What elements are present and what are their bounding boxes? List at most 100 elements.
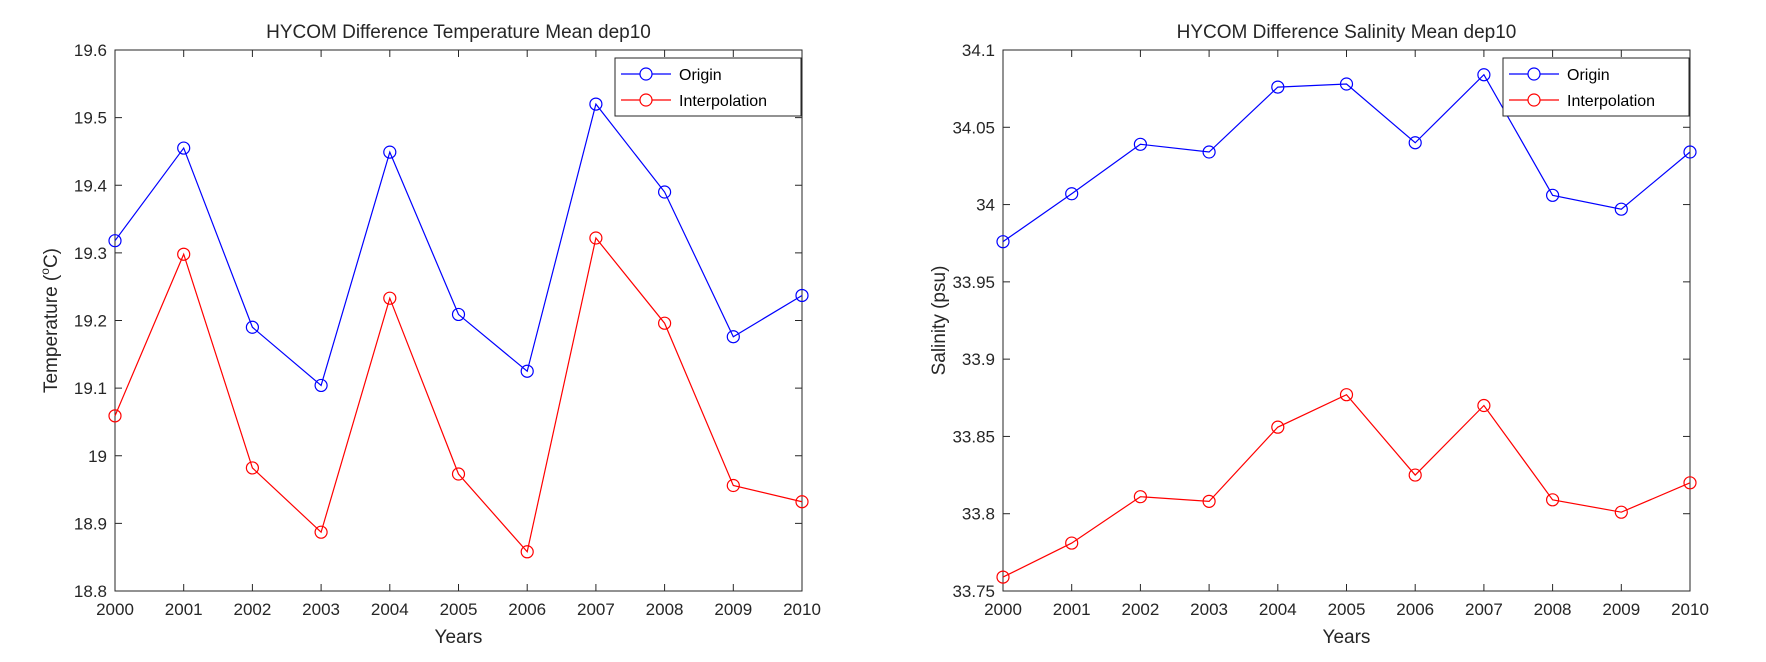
- salinity-legend-interpolation-marker: [1527, 93, 1541, 107]
- salinity-legend-interpolation-label: Interpolation: [1567, 93, 1655, 110]
- temperature-series-origin-point: [657, 185, 672, 199]
- temperature-x-tick-label: 2003: [302, 600, 340, 619]
- temperature-chart: 2000 2001 2002 2003 2004 2005 2006 2007 2008 2009…: [38, 22, 821, 648]
- temperature-y-axis-label-main: Temperature (: [41, 274, 62, 393]
- salinity-axis-ticks: 2000 2001 2002 2003 2004 2005 2006 2007 2008 2009…: [952, 41, 1708, 619]
- salinity-y-tick-label: 33.75: [952, 582, 995, 601]
- salinity-x-tick-label: 2007: [1465, 600, 1503, 619]
- salinity-series-origin-point: [1408, 136, 1422, 150]
- temperature-series-origin-point: [795, 288, 809, 303]
- temperature-series-interpolation-point: [726, 478, 740, 493]
- salinity-series-interpolation-point: [1133, 490, 1148, 504]
- salinity-x-axis-label: Years: [1323, 627, 1371, 648]
- salinity-series-origin-point: [1339, 77, 1354, 91]
- temperature-y-tick-label: 18.8: [74, 582, 107, 601]
- salinity-series-origin-point: [1545, 188, 1560, 202]
- temperature-legend: Origin Interpolation: [614, 57, 802, 117]
- salinity-x-tick-label: 2005: [1328, 600, 1366, 619]
- salinity-series-origin-point: [1477, 68, 1491, 82]
- temperature-legend-interpolation-marker: [639, 93, 653, 107]
- salinity-x-tick-label: 2002: [1121, 600, 1159, 619]
- temperature-series-interpolation-point: [657, 316, 672, 330]
- salinity-y-tick-label: 34.05: [952, 118, 995, 137]
- salinity-series-origin-line: [1002, 73, 1691, 243]
- temperature-y-axis-label-degree: o: [38, 268, 52, 275]
- temperature-series-interpolation-point: [589, 231, 603, 245]
- salinity-series-interpolation-point: [996, 570, 1010, 584]
- temperature-y-tick-label: 19.3: [74, 244, 107, 263]
- temperature-series-interpolation-point: [520, 545, 534, 559]
- temperature-y-tick-label: 18.9: [74, 514, 107, 533]
- temperature-x-tick-label: 2004: [371, 600, 409, 619]
- salinity-x-tick-label: 2003: [1190, 600, 1228, 619]
- temperature-y-axis-label: Temperature (oC): [38, 248, 62, 393]
- salinity-y-tick-label: 33.8: [962, 505, 995, 524]
- salinity-series-interpolation-line: [1002, 393, 1691, 578]
- temperature-y-tick-label: 19.2: [74, 312, 107, 331]
- salinity-series-origin-point: [996, 235, 1010, 249]
- salinity-series-interpolation-point: [1202, 494, 1216, 508]
- temperature-x-tick-label: 2002: [233, 600, 271, 619]
- salinity-legend-origin-label: Origin: [1567, 67, 1610, 84]
- salinity-series-origin-point: [1683, 145, 1697, 159]
- salinity-series-interpolation-point: [1683, 476, 1697, 490]
- salinity-x-tick-label: 2008: [1534, 600, 1572, 619]
- salinity-legend: Origin Interpolation: [1502, 57, 1690, 117]
- salinity-chart-title: HYCOM Difference Salinity Mean dep10: [1177, 22, 1517, 43]
- temperature-x-tick-label: 2007: [577, 600, 615, 619]
- temperature-x-tick-label: 2010: [783, 600, 821, 619]
- salinity-x-tick-label: 2001: [1053, 600, 1091, 619]
- temperature-series-interpolation-point: [314, 525, 328, 539]
- salinity-y-axis-label: Salinity (psu): [929, 266, 950, 376]
- temperature-series-origin-point: [383, 145, 397, 159]
- salinity-series-origin-point: [1133, 137, 1148, 151]
- salinity-series-origin-point: [1202, 145, 1216, 159]
- salinity-chart: 2000 2001 2002 2003 2004 2005 2006 2007 2008 2009…: [929, 22, 1709, 648]
- salinity-y-tick-label: 33.9: [962, 350, 995, 369]
- salinity-y-tick-label: 34.1: [962, 41, 995, 60]
- salinity-x-tick-label: 2010: [1671, 600, 1709, 619]
- temperature-y-tick-label: 19.5: [74, 109, 107, 128]
- temperature-series-interpolation-point: [245, 461, 259, 475]
- temperature-chart-title: HYCOM Difference Temperature Mean dep10: [266, 22, 651, 43]
- temperature-y-tick-label: 19.6: [74, 41, 107, 60]
- temperature-x-tick-label: 2005: [440, 600, 478, 619]
- salinity-series-interpolation-point: [1545, 493, 1560, 507]
- temperature-series-interpolation-point: [108, 409, 122, 423]
- salinity-x-tick-label: 2009: [1602, 600, 1640, 619]
- temperature-series-origin-point: [726, 330, 740, 344]
- temperature-series-origin-point: [177, 141, 191, 155]
- temperature-series-origin-point: [245, 320, 259, 334]
- temperature-legend-interpolation-label: Interpolation: [679, 93, 767, 110]
- temperature-x-tick-label: 2000: [96, 600, 134, 619]
- temperature-y-axis-label-unit: C): [41, 248, 62, 268]
- salinity-series-interpolation-point: [1408, 468, 1422, 482]
- temperature-x-tick-label: 2001: [165, 600, 203, 619]
- temperature-x-tick-label: 2008: [646, 600, 684, 619]
- temperature-axis-ticks: 2000 2001 2002 2003 2004 2005 2006 2007 2008 2009…: [74, 41, 821, 619]
- temperature-series-origin-point: [314, 378, 328, 393]
- temperature-legend-origin-label: Origin: [679, 67, 722, 84]
- salinity-x-tick-label: 2006: [1396, 600, 1434, 619]
- temperature-series-origin-line: [114, 102, 803, 387]
- salinity-y-tick-label: 34: [976, 196, 995, 215]
- salinity-series-interpolation-point: [1614, 505, 1628, 519]
- temperature-series-origin-point: [108, 234, 122, 248]
- temperature-series-interpolation-point: [383, 291, 397, 305]
- salinity-series-interpolation-point: [1065, 536, 1079, 550]
- salinity-legend-origin-marker: [1527, 67, 1541, 81]
- temperature-legend-origin-marker: [639, 67, 653, 81]
- temperature-x-axis-label: Years: [435, 627, 483, 648]
- temperature-series-origin-point: [520, 364, 534, 378]
- temperature-y-tick-label: 19.4: [74, 176, 107, 195]
- salinity-y-tick-label: 33.85: [952, 427, 995, 446]
- temperature-series-interpolation-point: [177, 247, 191, 261]
- temperature-x-tick-label: 2009: [714, 600, 752, 619]
- salinity-series-interpolation-point: [1477, 398, 1491, 413]
- temperature-y-tick-label: 19.1: [74, 379, 107, 398]
- salinity-plot-marks: [996, 68, 1697, 584]
- salinity-axes-box: [1002, 49, 1691, 592]
- salinity-series-interpolation-point: [1271, 420, 1285, 434]
- temperature-plot-marks: [108, 97, 809, 559]
